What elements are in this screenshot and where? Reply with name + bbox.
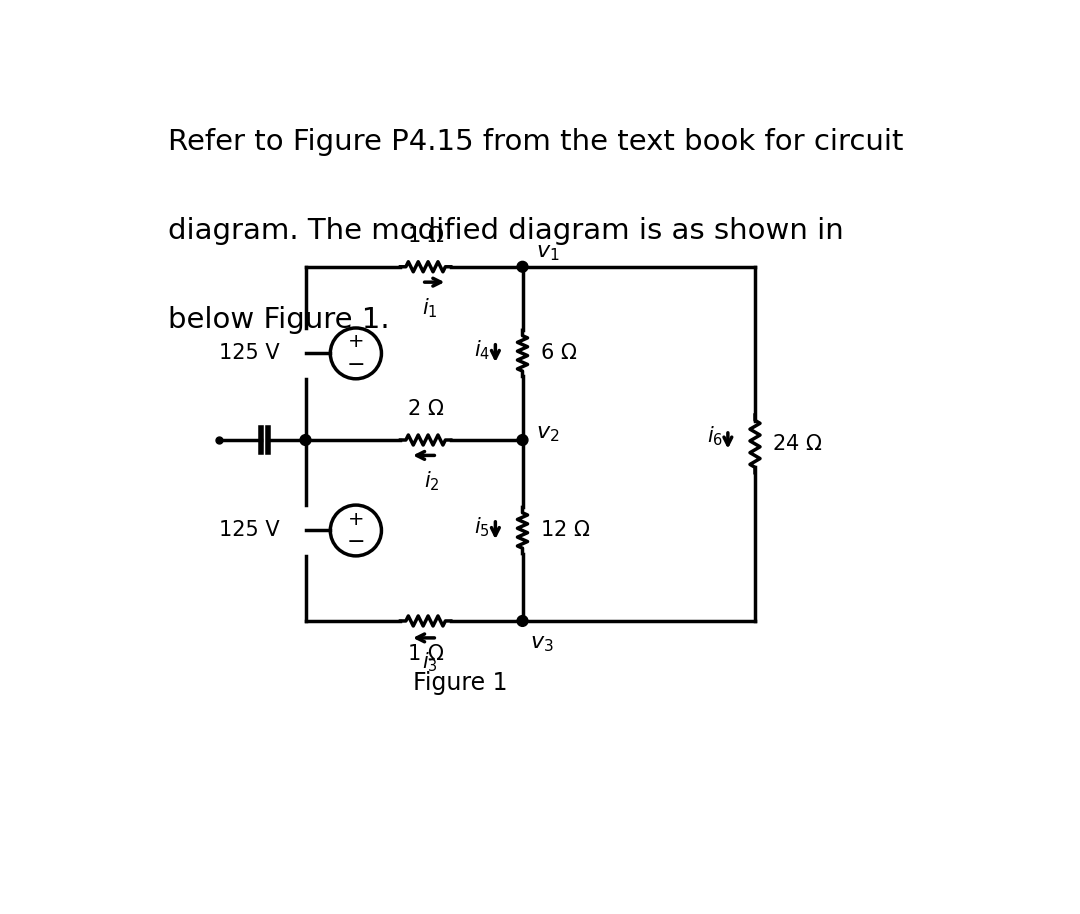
Text: diagram. The modified diagram is as shown in: diagram. The modified diagram is as show… xyxy=(167,218,843,245)
Text: 125 V: 125 V xyxy=(219,520,280,540)
Text: below Figure 1.: below Figure 1. xyxy=(167,306,389,334)
Text: +: + xyxy=(348,509,364,528)
Circle shape xyxy=(517,261,528,272)
Text: $v_2$: $v_2$ xyxy=(537,424,559,444)
Text: Refer to Figure P4.15 from the text book for circuit: Refer to Figure P4.15 from the text book… xyxy=(167,128,903,156)
Text: $1\ \Omega$: $1\ \Omega$ xyxy=(407,644,444,664)
Text: 125 V: 125 V xyxy=(219,344,280,364)
Text: $i_5$: $i_5$ xyxy=(474,515,490,539)
Text: $i_1$: $i_1$ xyxy=(421,296,437,320)
Circle shape xyxy=(517,435,528,445)
Text: $i_2$: $i_2$ xyxy=(424,469,440,493)
Text: $1\ \Omega$: $1\ \Omega$ xyxy=(407,226,444,246)
Text: $i_4$: $i_4$ xyxy=(474,338,490,362)
Circle shape xyxy=(517,615,528,626)
Text: +: + xyxy=(348,333,364,352)
Text: $6\ \Omega$: $6\ \Omega$ xyxy=(540,344,577,364)
Circle shape xyxy=(300,435,311,445)
Text: $12\ \Omega$: $12\ \Omega$ xyxy=(540,520,590,540)
Text: $24\ \Omega$: $24\ \Omega$ xyxy=(772,434,823,454)
Text: −: − xyxy=(347,532,365,552)
Text: $i_3$: $i_3$ xyxy=(421,650,437,674)
Text: $i_6$: $i_6$ xyxy=(706,424,723,448)
Text: −: − xyxy=(347,355,365,375)
Text: $2\ \Omega$: $2\ \Omega$ xyxy=(407,399,444,420)
Text: $v_3$: $v_3$ xyxy=(530,634,554,654)
Text: Figure 1: Figure 1 xyxy=(414,671,508,695)
Text: $v_1$: $v_1$ xyxy=(537,243,561,263)
